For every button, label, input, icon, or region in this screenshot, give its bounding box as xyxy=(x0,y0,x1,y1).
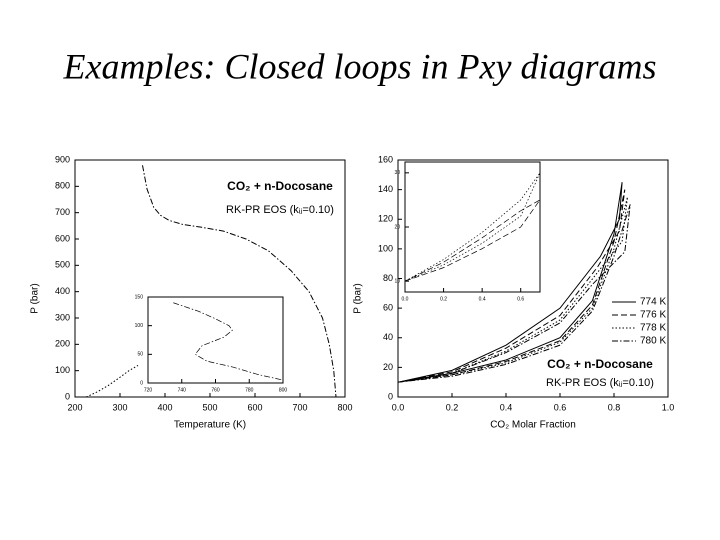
y-tick-label: 10 xyxy=(394,278,400,284)
legend-label: 778 K xyxy=(640,323,666,334)
slide-title: Examples: Closed loops in Pxy diagrams xyxy=(63,46,657,86)
y-tick-label: 20 xyxy=(383,362,393,372)
inset-frame xyxy=(147,296,284,384)
y-tick-label: 600 xyxy=(55,233,70,243)
y-tick-label: 900 xyxy=(55,154,70,164)
x-tick-label: 600 xyxy=(247,402,262,412)
y-tick-label: 80 xyxy=(383,273,393,283)
data-line xyxy=(142,165,337,398)
y-tick-label: 160 xyxy=(378,154,393,164)
y-tick-label: 40 xyxy=(383,332,393,342)
y-tick-label: 100 xyxy=(135,323,144,329)
x-tick-label: 0.2 xyxy=(446,402,459,412)
legend-label: 780 K xyxy=(640,336,666,347)
y-tick-label: 0 xyxy=(65,391,70,401)
x-tick-label: 780 xyxy=(245,387,254,393)
x-tick-label: 0.4 xyxy=(500,402,513,412)
x-tick-label: 0.8 xyxy=(608,402,621,412)
data-line xyxy=(86,364,139,398)
annotation: CO₂ + n-Docosane xyxy=(227,179,333,193)
x-tick-label: 720 xyxy=(144,387,153,393)
y-axis-title: P (bar) xyxy=(30,283,41,313)
x-axis-title: Temperature (K) xyxy=(174,420,246,431)
x-tick-label: 700 xyxy=(292,402,307,412)
x-tick-label: 0.2 xyxy=(440,296,447,302)
y-tick-label: 800 xyxy=(55,181,70,191)
data-line xyxy=(397,196,628,383)
y-tick-label: 150 xyxy=(135,294,144,300)
x-tick-label: 0.0 xyxy=(392,402,405,412)
x-tick-label: 0.6 xyxy=(554,402,567,412)
x-tick-label: 300 xyxy=(112,402,127,412)
y-tick-label: 140 xyxy=(378,184,393,194)
x-tick-label: 740 xyxy=(178,387,187,393)
x-tick-label: 0.6 xyxy=(517,296,524,302)
y-tick-label: 500 xyxy=(55,260,70,270)
y-tick-label: 100 xyxy=(55,365,70,375)
annotation: RK-PR EOS (kᵢⱼ=0.10) xyxy=(546,377,654,389)
x-tick-label: 0.0 xyxy=(402,296,409,302)
y-tick-label: 400 xyxy=(55,286,70,296)
y-tick-label: 50 xyxy=(137,352,143,358)
y-tick-label: 120 xyxy=(378,214,393,224)
annotation: RK-PR EOS (kᵢⱼ=0.10) xyxy=(226,204,334,216)
data-line xyxy=(404,172,541,282)
y-axis-title: P (bar) xyxy=(353,283,364,313)
data-line xyxy=(397,182,623,383)
x-tick-label: 800 xyxy=(279,387,288,393)
legend-label: 776 K xyxy=(640,310,666,321)
y-tick-label: 30 xyxy=(394,170,400,176)
y-tick-label: 200 xyxy=(55,339,70,349)
y-tick-label: 700 xyxy=(55,207,70,217)
inset-frame xyxy=(404,161,541,293)
data-line xyxy=(397,204,631,383)
y-tick-label: 100 xyxy=(378,243,393,253)
data-line xyxy=(173,302,284,381)
y-tick-label: 0 xyxy=(388,391,393,401)
annotation: CO₂ + n-Docosane xyxy=(547,357,653,371)
y-tick-label: 300 xyxy=(55,312,70,322)
x-tick-label: 0.4 xyxy=(479,296,486,302)
data-line xyxy=(397,189,626,383)
data-line xyxy=(404,199,541,282)
y-tick-label: 60 xyxy=(383,303,393,313)
legend-label: 774 K xyxy=(640,297,666,308)
y-tick-label: 20 xyxy=(394,224,400,230)
x-tick-label: 200 xyxy=(67,402,82,412)
x-tick-label: 800 xyxy=(337,402,352,412)
y-tick-label: 0 xyxy=(140,380,143,386)
x-tick-label: 400 xyxy=(157,402,172,412)
x-tick-label: 760 xyxy=(211,387,220,393)
x-tick-label: 500 xyxy=(202,402,217,412)
x-tick-label: 1.0 xyxy=(662,402,675,412)
x-axis-title: CO₂ Molar Fraction xyxy=(490,420,576,431)
